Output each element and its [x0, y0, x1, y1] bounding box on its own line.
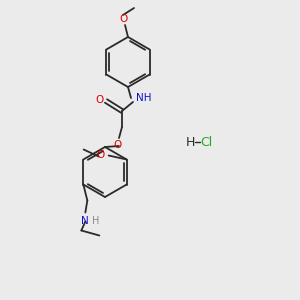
Text: H: H — [186, 136, 195, 148]
Text: O: O — [96, 149, 105, 160]
Text: N: N — [82, 215, 89, 226]
Text: O: O — [114, 140, 122, 150]
Text: Cl: Cl — [200, 136, 212, 148]
Text: O: O — [119, 14, 127, 24]
Text: H: H — [92, 215, 100, 226]
Text: O: O — [96, 95, 104, 105]
Text: NH: NH — [136, 93, 152, 103]
